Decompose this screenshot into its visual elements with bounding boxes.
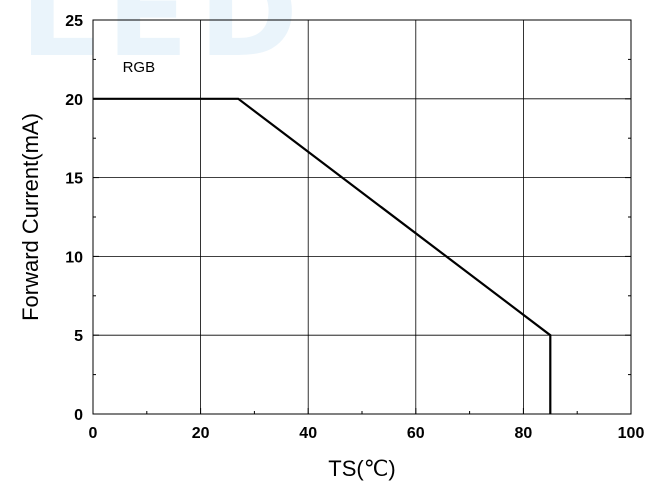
x-axis-title: TS(℃) — [328, 456, 395, 481]
y-tick-label: 20 — [65, 92, 83, 109]
grid — [93, 20, 631, 414]
x-tick-label: 100 — [618, 425, 645, 442]
x-tick-label: 40 — [299, 425, 317, 442]
x-tick-label: 0 — [89, 425, 98, 442]
y-tick-label: 15 — [65, 171, 83, 188]
x-axis: 0 20 40 60 80 100 — [89, 408, 645, 442]
series-line — [93, 97, 552, 414]
y-tick-label: 5 — [74, 328, 83, 345]
y-tick-label: 10 — [65, 249, 83, 266]
y-axis-title: Forward Current(mA) — [18, 113, 43, 321]
x-tick-label: 80 — [515, 425, 533, 442]
series-group: RGB — [92, 59, 552, 415]
x-tick-label: 60 — [407, 425, 425, 442]
y-tick-label: 0 — [74, 407, 83, 424]
x-tick-label: 20 — [192, 425, 210, 442]
watermark: LED — [20, 0, 308, 84]
y-axis: 0 5 10 15 20 25 — [65, 13, 631, 424]
y-tick-label: 25 — [65, 13, 83, 30]
series-label: RGB — [123, 59, 156, 76]
